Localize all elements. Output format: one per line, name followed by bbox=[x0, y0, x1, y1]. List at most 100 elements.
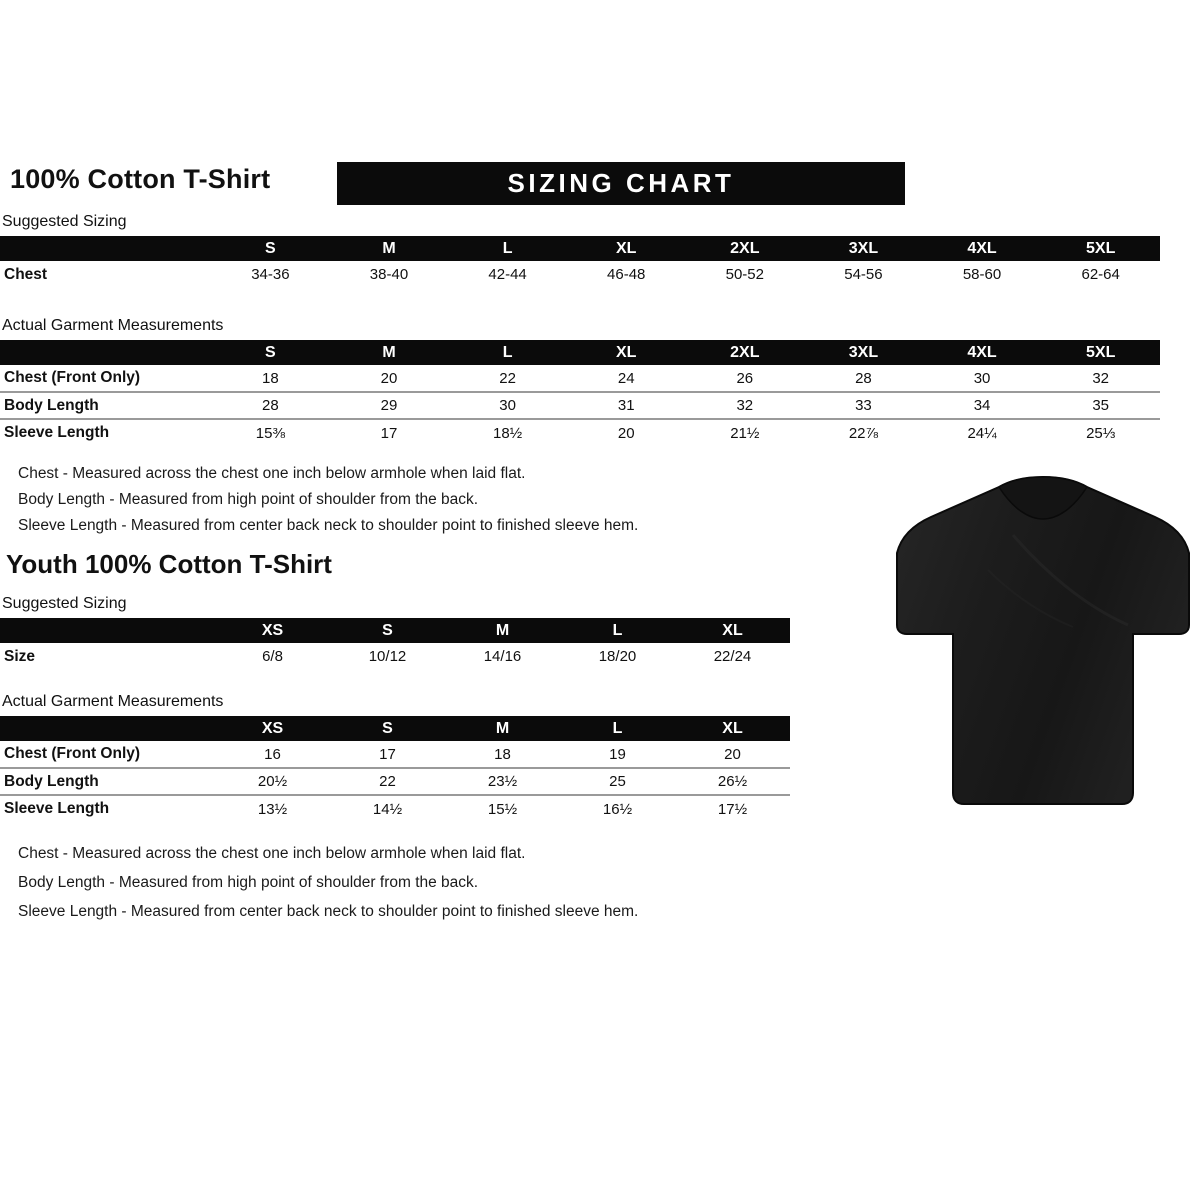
cell-value: 18 bbox=[445, 741, 560, 768]
column-header: L bbox=[448, 340, 567, 365]
cell-value: 19 bbox=[560, 741, 675, 768]
cell-value: 20 bbox=[566, 418, 686, 446]
cell-value: 32 bbox=[685, 391, 805, 419]
column-header-blank bbox=[0, 340, 212, 365]
cell-value: 34-36 bbox=[211, 261, 330, 288]
cell-value: 42-44 bbox=[448, 261, 567, 288]
cell-value: 32 bbox=[1041, 365, 1160, 392]
table-row: Body Length 20½ 22 23½ 25 26½ bbox=[0, 767, 790, 795]
row-label: Size bbox=[0, 643, 215, 670]
cell-value: 46-48 bbox=[566, 261, 686, 288]
column-header-blank bbox=[0, 236, 212, 261]
table-row: Sleeve Length 15⅜ 17 18½ 20 21½ 22⅞ 24¼ … bbox=[0, 418, 1160, 446]
column-header: XL bbox=[566, 236, 686, 261]
table-header-row: S M L XL 2XL 3XL 4XL 5XL bbox=[0, 340, 1160, 365]
youth-note-body-length: Body Length - Measured from high point o… bbox=[18, 874, 479, 891]
column-header: XS bbox=[215, 716, 330, 741]
column-header: 2XL bbox=[685, 340, 805, 365]
column-header: M bbox=[445, 618, 560, 643]
cell-value: 22⅞ bbox=[804, 418, 923, 446]
column-header: S bbox=[211, 236, 330, 261]
cell-value: 17 bbox=[329, 418, 449, 446]
adult-actual-measurements-label: Actual Garment Measurements bbox=[2, 317, 224, 334]
adult-note-chest: Chest - Measured across the chest one in… bbox=[18, 465, 526, 482]
youth-note-chest: Chest - Measured across the chest one in… bbox=[18, 845, 526, 862]
column-header: M bbox=[329, 340, 449, 365]
column-header: S bbox=[330, 716, 445, 741]
row-label: Sleeve Length bbox=[0, 418, 212, 446]
column-header: S bbox=[330, 618, 445, 643]
cell-value: 15½ bbox=[445, 794, 560, 822]
column-header: 5XL bbox=[1041, 340, 1160, 365]
cell-value: 20 bbox=[329, 365, 449, 392]
column-header: 4XL bbox=[922, 236, 1042, 261]
cell-value: 22 bbox=[448, 365, 567, 392]
column-header: XL bbox=[675, 716, 790, 741]
cell-value: 28 bbox=[211, 391, 330, 419]
tshirt-product-image bbox=[893, 475, 1193, 810]
column-header: M bbox=[329, 236, 449, 261]
column-header: 5XL bbox=[1041, 236, 1160, 261]
cell-value: 24¼ bbox=[922, 418, 1042, 446]
cell-value: 13½ bbox=[215, 794, 330, 822]
cell-value: 31 bbox=[566, 391, 686, 419]
youth-actual-measurements-table: XS S M L XL Chest (Front Only) 16 17 18 … bbox=[0, 716, 790, 822]
cell-value: 6/8 bbox=[215, 643, 330, 670]
cell-value: 54-56 bbox=[804, 261, 923, 288]
cell-value: 35 bbox=[1041, 391, 1160, 419]
column-header: L bbox=[560, 716, 675, 741]
cell-value: 50-52 bbox=[685, 261, 805, 288]
sizing-chart-banner-text: SIZING CHART bbox=[507, 168, 735, 198]
cell-value: 29 bbox=[329, 391, 449, 419]
cell-value: 10/12 bbox=[330, 643, 445, 670]
cell-value: 25 bbox=[560, 767, 675, 795]
cell-value: 23½ bbox=[445, 767, 560, 795]
cell-value: 28 bbox=[804, 365, 923, 392]
table-row: Chest 34-36 38-40 42-44 46-48 50-52 54-5… bbox=[0, 261, 1160, 288]
youth-note-sleeve-length: Sleeve Length - Measured from center bac… bbox=[18, 903, 639, 920]
cell-value: 25⅓ bbox=[1041, 418, 1160, 446]
column-header-blank bbox=[0, 618, 215, 643]
row-label: Sleeve Length bbox=[0, 794, 215, 822]
row-label: Chest (Front Only) bbox=[0, 365, 212, 392]
column-header: 3XL bbox=[804, 236, 923, 261]
cell-value: 20½ bbox=[215, 767, 330, 795]
table-row: Size 6/8 10/12 14/16 18/20 22/24 bbox=[0, 643, 790, 670]
cell-value: 24 bbox=[566, 365, 686, 392]
column-header: XL bbox=[566, 340, 686, 365]
youth-suggested-sizing-label: Suggested Sizing bbox=[2, 595, 127, 612]
youth-actual-measurements-label: Actual Garment Measurements bbox=[2, 693, 224, 710]
cell-value: 17 bbox=[330, 741, 445, 768]
row-label: Chest (Front Only) bbox=[0, 741, 215, 768]
cell-value: 22/24 bbox=[675, 643, 790, 670]
table-header-row: S M L XL 2XL 3XL 4XL 5XL bbox=[0, 236, 1160, 261]
column-header: M bbox=[445, 716, 560, 741]
cell-value: 22 bbox=[330, 767, 445, 795]
cell-value: 30 bbox=[922, 365, 1042, 392]
row-label: Body Length bbox=[0, 767, 215, 795]
cell-value: 15⅜ bbox=[211, 418, 330, 446]
cell-value: 18 bbox=[211, 365, 330, 392]
column-header: XS bbox=[215, 618, 330, 643]
cell-value: 26 bbox=[685, 365, 805, 392]
column-header: L bbox=[560, 618, 675, 643]
table-row: Chest (Front Only) 18 20 22 24 26 28 30 … bbox=[0, 365, 1160, 392]
adult-suggested-sizing-label: Suggested Sizing bbox=[2, 213, 127, 230]
cell-value: 18/20 bbox=[560, 643, 675, 670]
row-label: Chest bbox=[0, 261, 212, 288]
youth-suggested-sizing-table: XS S M L XL Size 6/8 10/12 14/16 18/20 2… bbox=[0, 618, 790, 670]
adult-note-body-length: Body Length - Measured from high point o… bbox=[18, 491, 479, 508]
cell-value: 26½ bbox=[675, 767, 790, 795]
cell-value: 21½ bbox=[685, 418, 805, 446]
adult-section-title: 100% Cotton T-Shirt bbox=[10, 164, 271, 194]
row-label: Body Length bbox=[0, 391, 212, 419]
column-header: 4XL bbox=[922, 340, 1042, 365]
table-header-row: XS S M L XL bbox=[0, 618, 790, 643]
cell-value: 16 bbox=[215, 741, 330, 768]
column-header: L bbox=[448, 236, 567, 261]
sizing-chart-banner: SIZING CHART bbox=[337, 162, 905, 205]
cell-value: 17½ bbox=[675, 794, 790, 822]
adult-note-sleeve-length: Sleeve Length - Measured from center bac… bbox=[18, 517, 639, 534]
table-row: Sleeve Length 13½ 14½ 15½ 16½ 17½ bbox=[0, 794, 790, 822]
column-header: S bbox=[211, 340, 330, 365]
